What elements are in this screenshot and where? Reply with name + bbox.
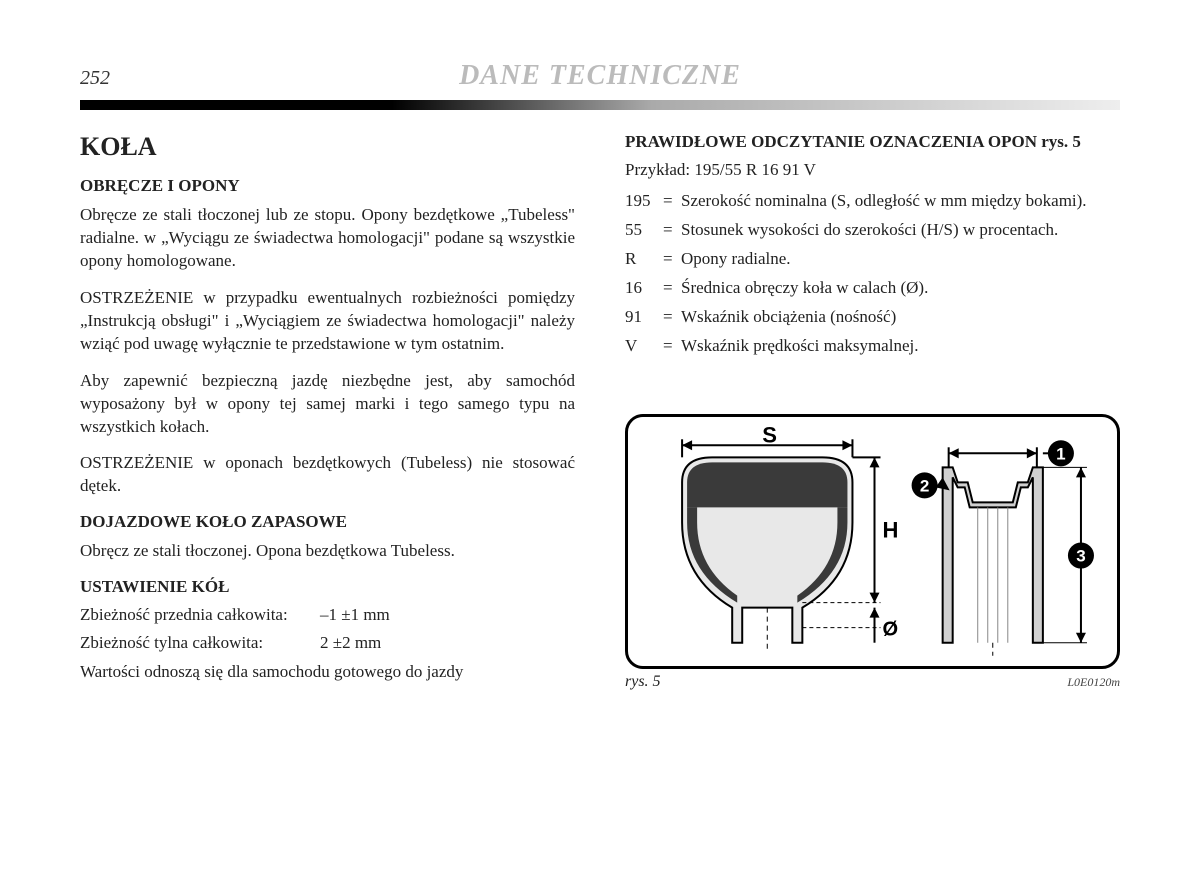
sub-heading-alignment: USTAWIENIE KÓŁ [80,577,575,597]
svg-text:H: H [883,517,899,542]
definition-row: 16=Średnica obręczy koła w calach (Ø). [625,277,1120,300]
definition-equals: = [663,190,681,213]
definition-row: 55=Stosunek wysokości do szerokości (H/S… [625,219,1120,242]
right-column: PRAWIDŁOWE ODCZYTANIE OZNACZENIA OPON ry… [625,132,1120,698]
definition-text: Wskaźnik prędkości maksymalnej. [681,335,1120,358]
definition-text: Opony radialne. [681,248,1120,271]
paragraph: OSTRZEŻENIE w oponach bezdętkowych (Tube… [80,452,575,498]
main-heading: KOŁA [80,132,575,162]
toe-front-label: Zbieżność przednia całkowita: [80,605,320,625]
definition-code: 91 [625,306,663,329]
definition-equals: = [663,306,681,329]
definition-equals: = [663,277,681,300]
definition-text: Średnica obręczy koła w calach (Ø). [681,277,1120,300]
svg-text:S: S [762,427,777,447]
paragraph: OSTRZEŻENIE w przypadku ewentualnych roz… [80,287,575,356]
tyre-diagram-icon: S H Ø [642,427,1103,658]
tyre-example: Przykład: 195/55 R 16 91 V [625,160,1120,180]
definitions-list: 195=Szerokość nominalna (S, odległość w … [625,190,1120,358]
paragraph: Aby zapewnić bezpieczną jazdę niezbędne … [80,370,575,439]
definition-equals: = [663,335,681,358]
figure-code: L0E0120m [1067,675,1120,690]
toe-rear-value: 2 ±2 mm [320,633,381,653]
svg-text:2: 2 [920,476,929,495]
definition-row: V=Wskaźnik prędkości maksymalnej. [625,335,1120,358]
definition-text: Szerokość nominalna (S, odległość w mm m… [681,190,1120,213]
figure-caption-row: rys. 5 L0E0120m [625,673,1120,691]
svg-text:3: 3 [1076,546,1085,565]
definition-code: R [625,248,663,271]
figure-container: S H Ø [625,414,1120,691]
definition-row: 195=Szerokość nominalna (S, odległość w … [625,190,1120,213]
toe-rear-label: Zbieżność tylna całkowita: [80,633,320,653]
toe-front-value: –1 ±1 mm [320,605,390,625]
figure-caption: rys. 5 [625,673,661,691]
definition-text: Stosunek wysokości do szerokości (H/S) w… [681,219,1120,242]
svg-text:Ø: Ø [883,618,899,640]
figure-frame: S H Ø [625,414,1120,669]
toe-rear-row: Zbieżność tylna całkowita: 2 ±2 mm [80,633,575,653]
paragraph: Obręcz ze stali tłoczonej. Opona bezdętk… [80,540,575,563]
sub-heading-rims-tyres: OBRĘCZE I OPONY [80,176,575,196]
sub-heading-reading: PRAWIDŁOWE ODCZYTANIE OZNACZENIA OPON ry… [625,132,1120,152]
sub-heading-spare: DOJAZDOWE KOŁO ZAPASOWE [80,512,575,532]
definition-row: 91=Wskaźnik obciążenia (nośność) [625,306,1120,329]
definition-code: V [625,335,663,358]
content-columns: KOŁA OBRĘCZE I OPONY Obręcze ze stali tł… [80,132,1120,698]
definition-equals: = [663,219,681,242]
definition-code: 195 [625,190,663,213]
page-header: 252 DANE TECHNICZNE [80,60,1120,92]
paragraph: Wartości odnoszą się dla samochodu gotow… [80,661,575,684]
svg-text:1: 1 [1056,444,1065,463]
paragraph: Obręcze ze stali tłoczonej lub ze stopu.… [80,204,575,273]
definition-code: 55 [625,219,663,242]
header-divider [80,100,1120,110]
toe-front-row: Zbieżność przednia całkowita: –1 ±1 mm [80,605,575,625]
definition-text: Wskaźnik obciążenia (nośność) [681,306,1120,329]
definition-row: R=Opony radialne. [625,248,1120,271]
definition-equals: = [663,248,681,271]
definition-code: 16 [625,277,663,300]
chapter-title: DANE TECHNICZNE [80,60,1120,92]
left-column: KOŁA OBRĘCZE I OPONY Obręcze ze stali tł… [80,132,575,698]
